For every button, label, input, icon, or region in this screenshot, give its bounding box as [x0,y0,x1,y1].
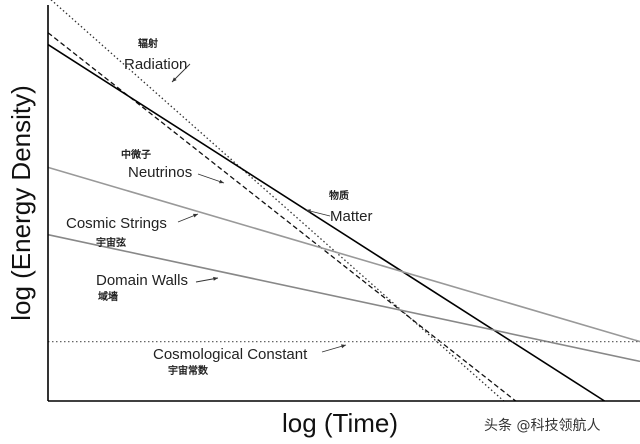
watermark: 头条 @科技领航人 [484,417,600,434]
y-axis-title: log (Energy Density) [6,85,36,321]
arrow-cosmic-strings-head [193,213,198,218]
arrow-domain-walls-head [213,276,218,281]
label-cosmic-strings: Cosmic Strings [66,215,167,232]
arrow-matter-head [306,209,311,213]
x-axis-title: log (Time) [282,408,398,438]
label-neutrinos-zh: 中微子 [121,148,151,161]
label-domain-walls-zh: 域墙 [98,290,118,303]
label-matter-zh: 物质 [329,189,349,202]
label-neutrinos: Neutrinos [128,164,192,181]
label-cosmological-constant: Cosmological Constant [153,346,308,363]
arrow-cosmological-constant-head [341,344,346,349]
label-radiation-zh: 辐射 [138,37,158,50]
label-domain-walls: Domain Walls [96,272,188,289]
annotation-layer [171,63,347,353]
series-line-radiation [50,0,505,402]
series-line-domain-walls [47,233,640,363]
series-layer [47,0,640,402]
label-cosmic-strings-zh: 宇宙弦 [96,236,126,249]
arrow-neutrinos-head [219,179,224,184]
arrow-radiation-head [172,77,177,82]
label-matter: Matter [330,208,373,225]
label-radiation: Radiation [124,56,187,73]
series-line-matter [47,43,605,402]
label-cosmological-constant-zh: 宇宙常数 [168,364,209,377]
series-line-cosmic-strings [47,166,640,343]
